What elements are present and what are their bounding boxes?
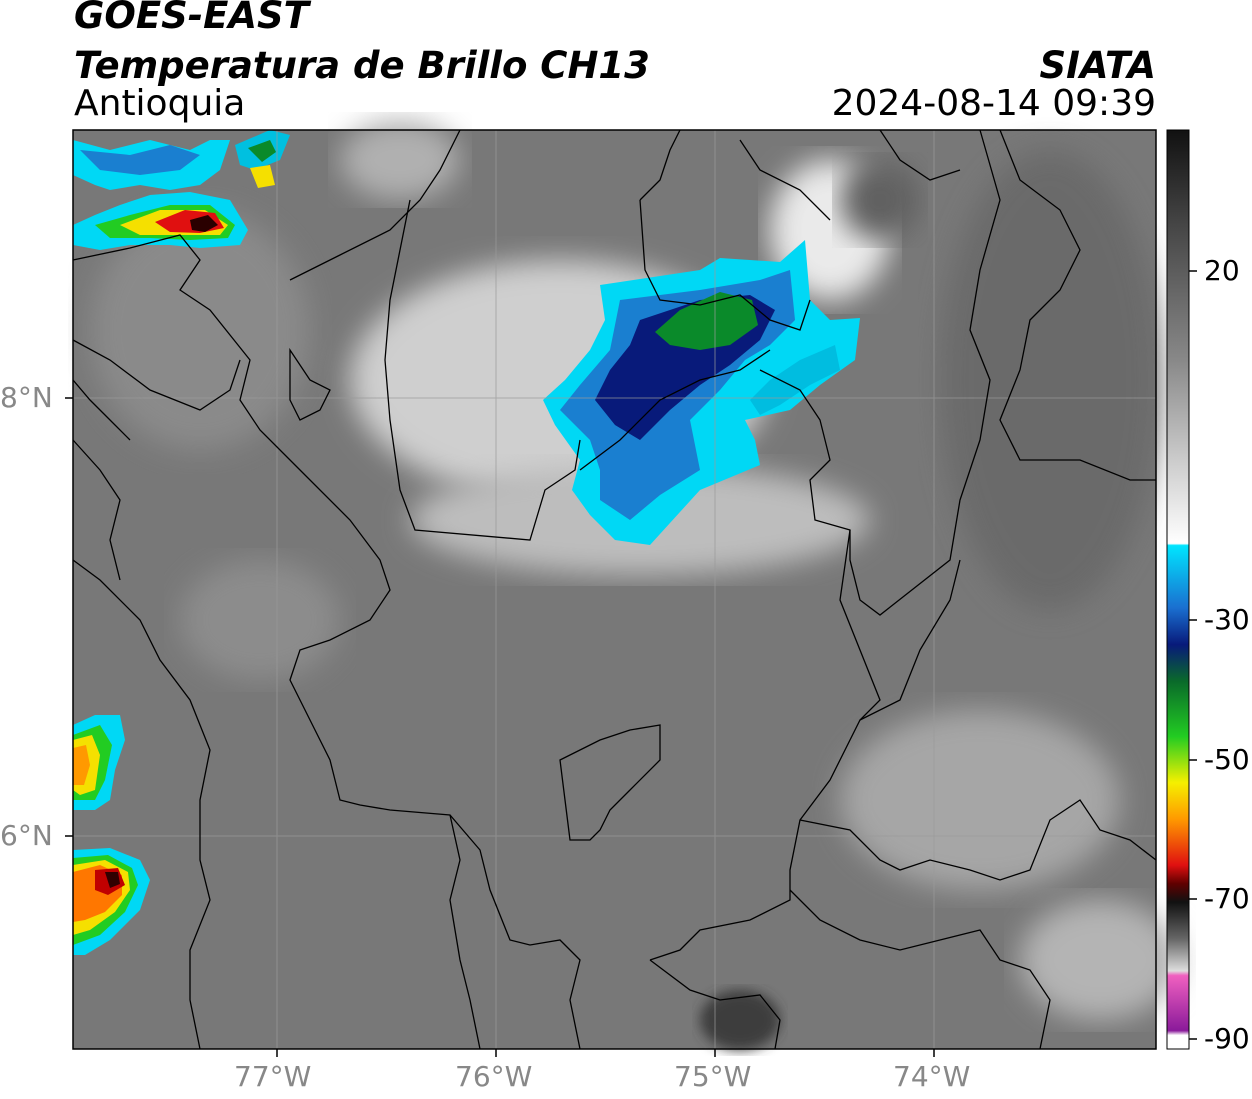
convective-cell-north [543,240,860,545]
convective-cell-northwest [73,130,290,250]
colorbar-label-20: 20 [1204,254,1240,287]
longitude-label-76w: 76°W [455,1060,533,1093]
latitude-label-8n: 8°N [0,381,53,414]
map-gridlines [73,130,1156,1049]
colorbar-label-minus70: -70 [1204,882,1250,915]
colorbar [1166,129,1190,1050]
datetime-label: 2024-08-14 09:39 [831,83,1156,124]
axis-ticks [65,397,935,1057]
boundaries [72,129,1157,1050]
satellite-title: GOES-EAST [74,0,309,37]
colorbar-label-minus30: -30 [1204,603,1250,636]
colorbar-ticks [1189,270,1197,1040]
colorbar-label-minus50: -50 [1204,743,1250,776]
latitude-label-6n: 6°N [0,819,53,852]
organization-label: SIATA [1039,44,1156,87]
longitude-label-77w: 77°W [234,1060,312,1093]
colorbar-label-minus90: -90 [1204,1022,1250,1055]
cloud-texture [90,120,1180,1050]
product-title: Temperatura de Brillo CH13 [74,44,650,87]
region-label: Antioquia [74,83,246,124]
map-frame [72,129,1157,1050]
longitude-label-75w: 75°W [674,1060,752,1093]
convective-cell-west [73,715,150,955]
longitude-label-74w: 74°W [893,1060,971,1093]
